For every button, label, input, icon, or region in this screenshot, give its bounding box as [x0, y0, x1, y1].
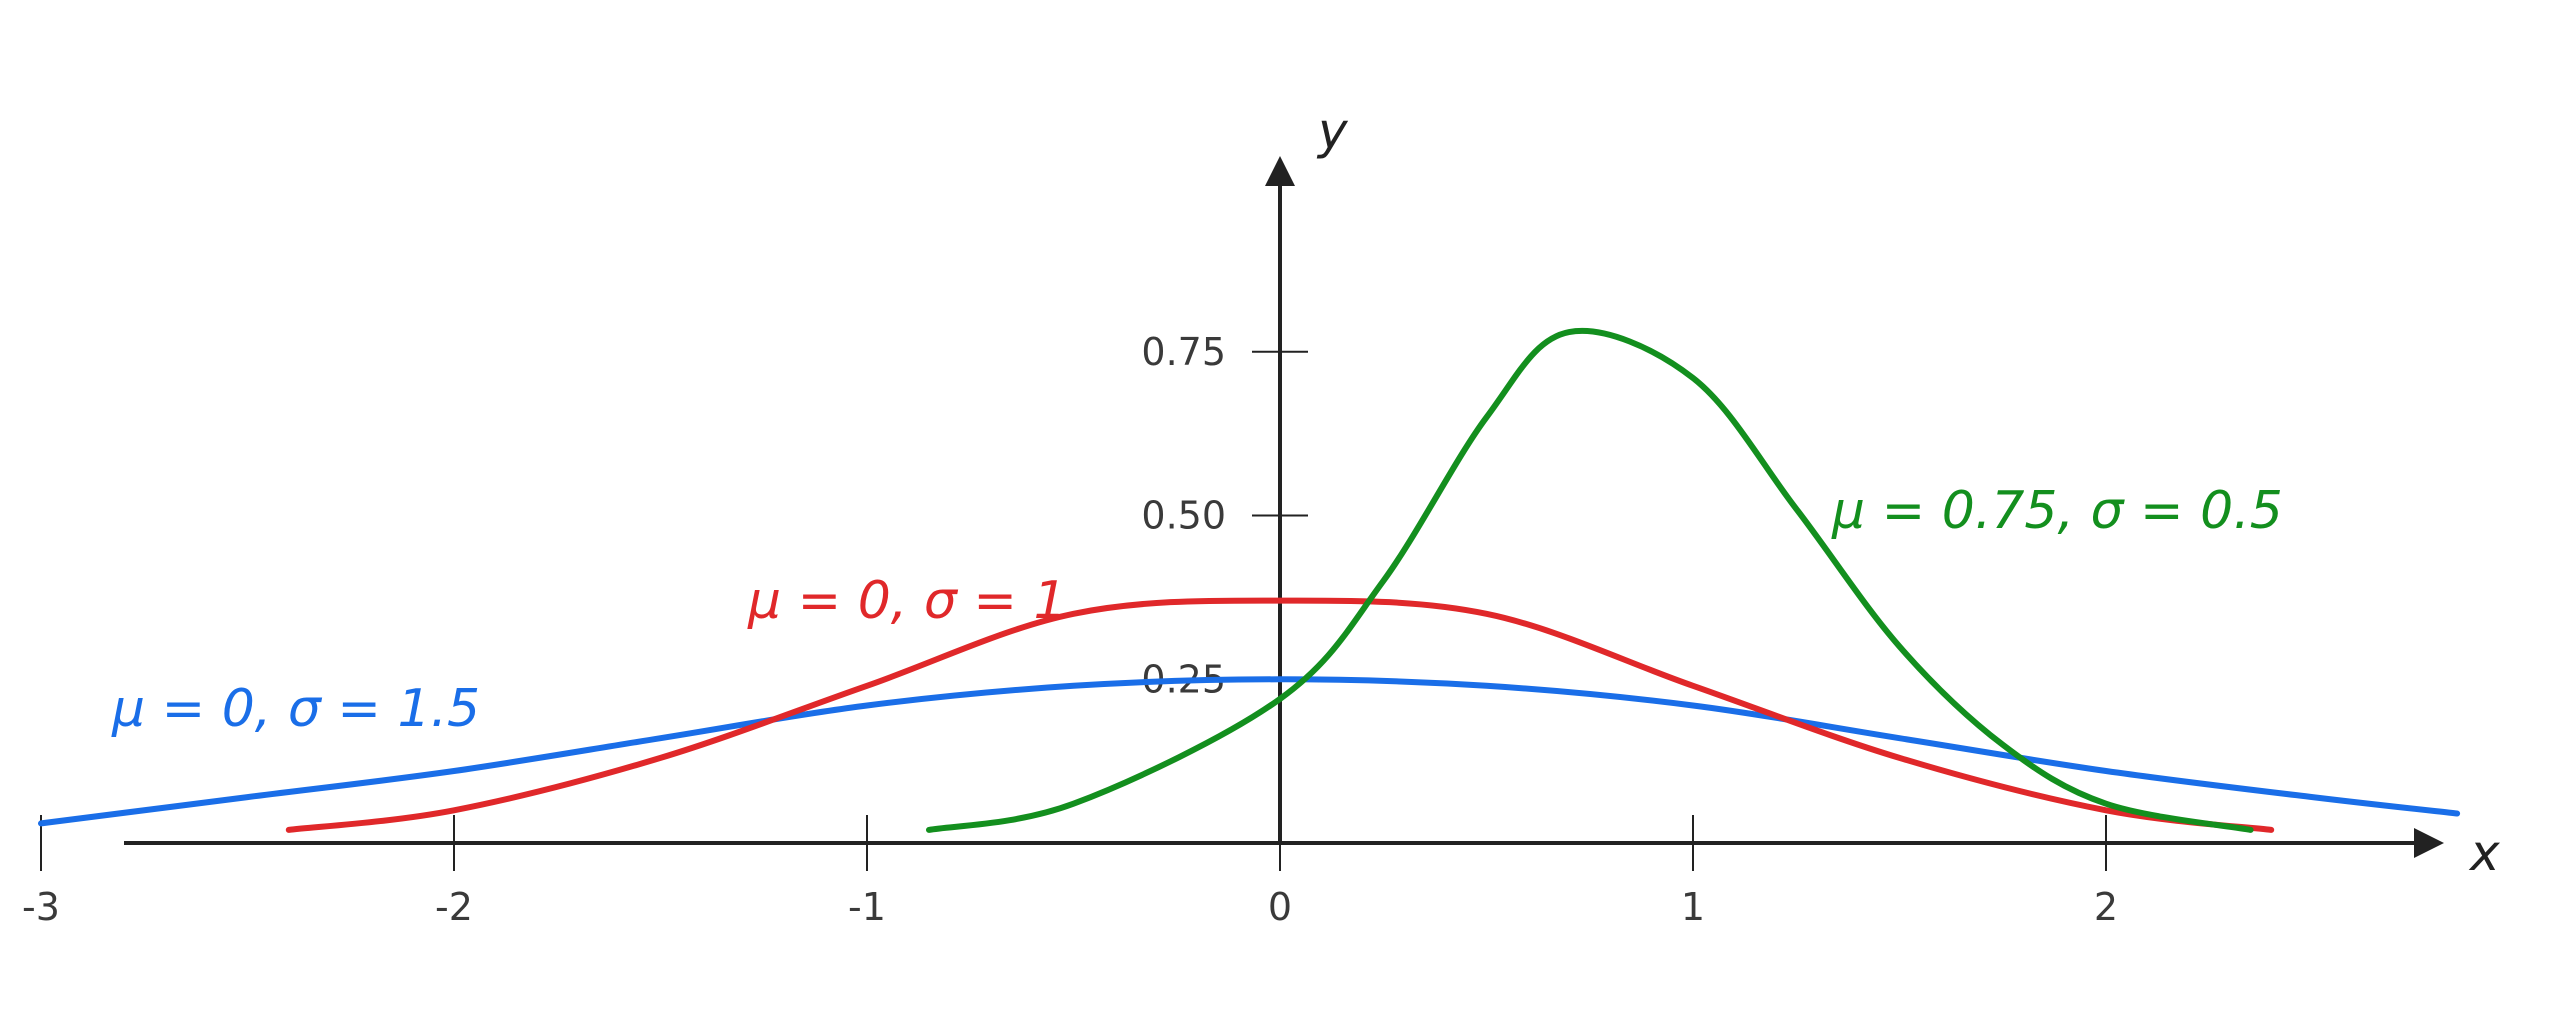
curves	[38, 328, 2461, 833]
series-curve-mu0-sigma1	[285, 597, 2275, 833]
series-label-mu0-sigma1: μ = 0, σ = 1	[747, 571, 1067, 631]
x-tick-label: -1	[848, 885, 886, 929]
series-labels: μ = 0, σ = 1.5 μ = 0, σ = 1 μ = 0.75, σ = …	[111, 481, 2283, 739]
series-label-mu0-sigma1-5: μ = 0, σ = 1.5	[111, 679, 480, 739]
x-tick-label: 1	[1681, 885, 1705, 929]
series-curve-mu075-sigma05	[926, 328, 2254, 833]
y-axis-label: y	[1316, 102, 1349, 160]
x-tick-label: -2	[435, 885, 473, 929]
y-tick-label: 0.75	[1141, 330, 1226, 374]
x-tick-label: -3	[22, 885, 60, 929]
x-tick-label: 0	[1268, 885, 1292, 929]
series-curve-mu0-sigma1-5	[38, 676, 2461, 827]
x-axis-label: x	[2468, 824, 2500, 882]
axes: xy	[124, 102, 2500, 882]
x-tick-label: 2	[2094, 885, 2118, 929]
y-axis-arrow	[1265, 156, 1295, 186]
ticks: -3 -2 -1 0 1 20.250.500.75	[22, 330, 2118, 929]
series-label-mu075-sigma05: μ = 0.75, σ = 0.5	[1831, 481, 2283, 541]
y-tick-label: 0.50	[1141, 494, 1226, 538]
x-axis-arrow	[2414, 828, 2444, 858]
